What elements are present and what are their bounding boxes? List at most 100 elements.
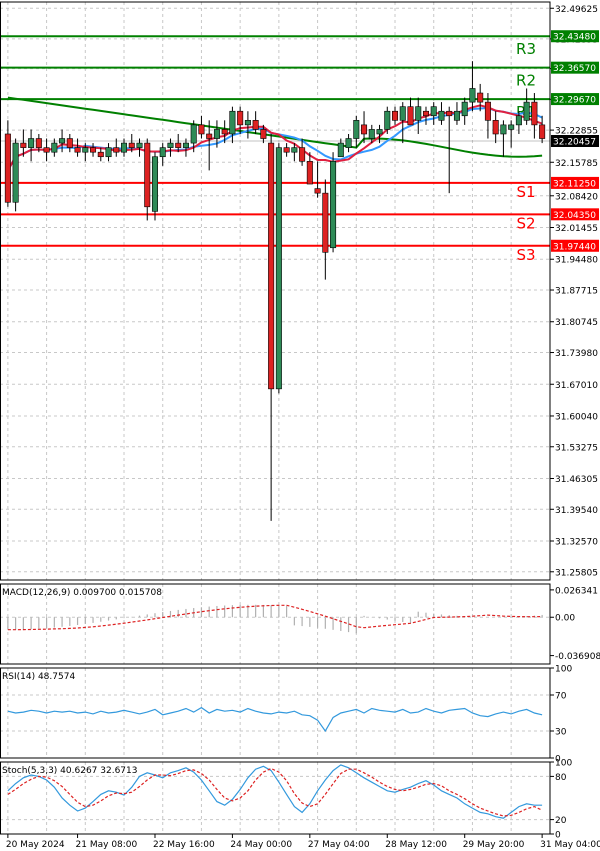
candle [97,147,104,162]
candle [268,133,275,521]
candle-body-bull [159,147,166,158]
panel-frame [0,667,551,759]
candle-body-bear [20,142,27,148]
candle-body-bear [361,124,368,135]
candle-body-bull [182,142,189,148]
candle [291,143,298,162]
candle [128,133,135,153]
candle-body-bear [113,147,120,153]
candle [159,143,166,166]
candle [229,106,236,144]
candle [4,120,11,207]
candle [314,161,321,198]
candle-body-bear [283,147,290,153]
candle-body-bull [167,142,174,148]
candle [206,120,213,171]
price-axis: 32.4962532.4289332.3635532.2962032.22855… [550,5,599,835]
candle-body-bear [484,101,491,121]
time-tick-label: 31 May 04:00 [540,840,600,850]
candle-body-bear [4,133,11,203]
candle [477,83,484,112]
candle-body-bull [82,147,89,153]
candle [221,120,228,144]
candle [260,124,267,144]
candle [469,61,476,112]
candle-body-bear [260,129,267,139]
time-tick-label: 29 May 20:00 [463,840,525,850]
candle-body-bear [97,151,104,158]
candle-body-bull [337,142,344,158]
time-tick-label: 22 May 16:00 [153,840,215,850]
candle-body-bull [368,129,375,139]
candle [136,138,143,157]
candle-body-bear [175,142,182,148]
level-price-label: 32.29670 [553,96,596,106]
candle-body-bear [306,160,313,185]
sub-tick-label: -0.036908 [555,652,600,662]
rsi-line [7,706,543,733]
level-price-tag [551,93,599,106]
candle [12,138,19,212]
candle-body-bear [237,110,244,126]
candle [90,143,97,157]
candle [531,93,538,139]
candle [121,138,128,157]
candle [407,97,414,126]
stoch-k-line [7,764,543,819]
candle-body-bull [28,138,35,148]
current-price-tag [551,135,599,148]
level-price-label: 31.97440 [553,242,596,252]
candle [190,120,197,153]
candle-body-bull [376,129,383,135]
candle [20,129,27,157]
candle-body-bull [330,160,337,249]
candle [345,133,352,153]
candle-body-bear [90,147,97,153]
candle [175,133,182,153]
candle [515,111,522,134]
sub-tick-label: 30 [555,728,567,738]
ma-slow-green [7,96,543,158]
candle [484,93,491,139]
price-tick-label: 32.22855 [555,127,598,137]
candle [415,97,422,134]
candle-body-bull [51,142,58,153]
candle-body-bull [430,106,437,117]
candle [337,138,344,158]
candle-body-bull [461,101,468,117]
sub-tick-label: 0.00 [555,614,575,624]
candle [252,111,259,134]
candle [306,152,313,185]
level-price-tag [551,239,599,252]
sub-tick-label: 80 [555,773,567,783]
price-tick-label: 31.94480 [555,256,598,266]
candle-body-bull [399,106,406,121]
candle [330,152,337,253]
rsi-label: RSI(14) 48.7574 [2,672,75,682]
candle-body-bear [268,142,275,390]
candle [446,106,453,194]
candle-body-bear [221,129,228,135]
candle [244,111,251,139]
level-price-tag [551,208,599,221]
candle-body-bear [128,142,135,148]
candle [508,120,515,148]
panel-frame [0,1,551,581]
candle-body-bull [213,129,220,139]
price-tick-label: 31.53275 [555,443,598,453]
level-price-label: 32.04350 [553,211,596,221]
candle [322,179,329,280]
time-tick-label: 28 May 12:00 [385,840,447,850]
candle-body-bull [12,142,19,203]
candle [105,143,112,162]
candle [74,138,81,157]
sub-tick-label: 20 [555,816,567,826]
sub-tick-label: 100 [555,665,572,675]
candle [430,102,437,125]
candle [198,115,205,139]
price-tick-label: 31.39540 [555,506,598,516]
candle [237,106,244,134]
macd-panel: 0.026341 0.00 -0.036908 MACD(12,26,9) 0.009… [0,586,600,662]
candle-body-bear [314,188,321,194]
time-tick-label: 24 May 00:00 [230,840,292,850]
